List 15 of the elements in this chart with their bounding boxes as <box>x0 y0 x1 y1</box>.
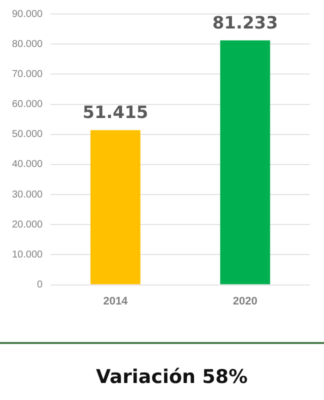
data-label: 81.233 <box>212 13 278 34</box>
data-label: 51.415 <box>82 103 148 124</box>
y-tick-label: 10.000 <box>12 249 44 260</box>
y-tick-label: 0 <box>37 280 44 291</box>
y-tick-label: 90.000 <box>12 8 44 20</box>
y-tick-label: 60.000 <box>12 99 44 110</box>
text: Variación 58% <box>96 366 248 388</box>
y-tick-label: 40.000 <box>12 159 44 170</box>
y-tick-label: 70.000 <box>12 68 44 80</box>
x-tick-label: 2014 <box>103 295 129 308</box>
y-tick-label: 30.000 <box>12 189 44 200</box>
x-tick-label: 2020 <box>232 295 258 308</box>
y-tick-label: 50.000 <box>12 129 44 140</box>
y-tick-label: 80.000 <box>12 38 44 50</box>
y-tick-label: 20.000 <box>12 219 44 230</box>
